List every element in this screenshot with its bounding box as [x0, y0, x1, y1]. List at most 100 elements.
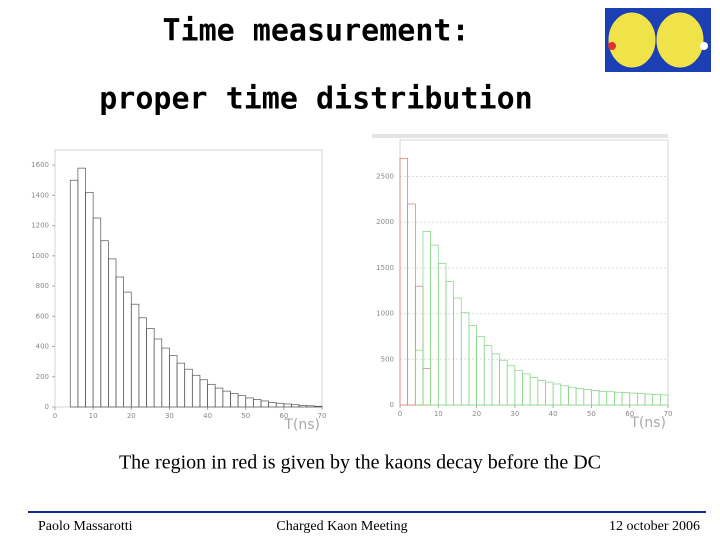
x-tick-label: 60 [279, 412, 288, 420]
histogram-bar [644, 393, 654, 406]
footer-author: Paolo Massarotti [38, 519, 133, 534]
y-tick-label: 600 [36, 312, 49, 320]
histogram-bar [506, 365, 516, 406]
y-tick-label: 1200 [31, 222, 49, 230]
histogram-bar [115, 276, 125, 408]
histogram-bar [184, 368, 193, 408]
plot-frame [54, 149, 323, 408]
histogram-bar [207, 383, 216, 408]
histogram-bar [252, 399, 262, 408]
histogram-bar [652, 394, 661, 406]
histogram-bar [598, 390, 608, 406]
histogram-bar [468, 325, 477, 406]
x-tick-label: 30 [510, 410, 519, 418]
histogram-bar [214, 387, 224, 408]
histogram-bar [430, 244, 439, 406]
histogram-bar [437, 263, 447, 406]
histogram-bar [237, 395, 247, 408]
histogram-bar [191, 374, 201, 408]
histogram-bar [529, 377, 539, 406]
x-tick-label: 40 [203, 412, 212, 420]
histogram-bar [629, 392, 638, 406]
histogram-bar [314, 405, 323, 408]
histogram-bar [560, 385, 569, 406]
y-tick-label: 2000 [376, 218, 394, 226]
x-tick-label: 10 [434, 410, 443, 418]
histogram-bar [108, 258, 117, 408]
x-tick-label: 20 [472, 410, 481, 418]
histogram-bar [545, 381, 554, 406]
histogram-bar [414, 349, 424, 406]
logo-dot [608, 42, 616, 50]
histogram-bar [606, 391, 615, 406]
histogram-bar [568, 386, 577, 406]
logo [605, 8, 711, 72]
logo-dot [700, 42, 708, 50]
histogram-bar [637, 393, 646, 406]
title-line-1: Time measurement: [162, 14, 469, 49]
histogram-bar [499, 359, 508, 406]
histogram-bar [453, 297, 462, 406]
histogram-bar [169, 355, 178, 408]
y-tick-label: 400 [36, 343, 49, 351]
x-tick-label: 30 [165, 412, 174, 420]
histogram-bar [614, 391, 623, 406]
x-axis-label: T(ns) [283, 417, 320, 433]
histogram-bar [275, 402, 285, 408]
histogram-bar [422, 231, 431, 406]
x-tick-label: 10 [89, 412, 98, 420]
histogram-bar [100, 240, 109, 408]
histogram-bar [583, 389, 592, 406]
x-tick-label: 20 [127, 412, 136, 420]
plot-frame [399, 139, 669, 406]
histogram-bar [268, 402, 277, 408]
y-tick-label: 0 [45, 403, 49, 411]
histogram-bar [176, 362, 186, 408]
histogram-bar [92, 217, 102, 408]
histogram-bar [514, 369, 523, 406]
histogram-bar [399, 157, 409, 406]
histogram-bar [575, 388, 585, 406]
x-axis-label: T(ns) [629, 415, 666, 431]
histogram-bar [445, 281, 454, 406]
histogram-bar [483, 345, 493, 406]
histogram-bar [621, 392, 631, 406]
y-tick-label: 500 [381, 355, 394, 363]
x-tick-label: 50 [587, 410, 596, 418]
logo-shape [655, 11, 705, 69]
y-tick-label: 1400 [31, 191, 49, 199]
histogram-bar [491, 353, 500, 406]
x-tick-label: 50 [241, 412, 250, 420]
histogram-bar [414, 285, 424, 406]
histogram-bar [161, 347, 170, 408]
panel-shadow [372, 134, 668, 138]
y-tick-label: 1500 [376, 264, 394, 272]
histogram-bar [245, 397, 254, 408]
x-tick-label: 70 [664, 410, 673, 418]
x-tick-label: 0 [53, 412, 57, 420]
histogram-bar [146, 328, 155, 408]
histogram-bar [138, 317, 147, 408]
y-tick-label: 200 [36, 373, 49, 381]
histogram-bar [199, 379, 208, 408]
x-tick-label: 60 [625, 410, 634, 418]
footer-date: 12 october 2006 [609, 519, 700, 534]
histogram-bar [77, 167, 86, 408]
y-tick-label: 1000 [376, 310, 394, 318]
histogram-bar [659, 394, 669, 406]
histogram-bar [522, 373, 531, 406]
histogram-bar [85, 191, 94, 408]
histogram-bar [130, 303, 140, 408]
histogram-bar [591, 390, 600, 406]
x-tick-label: 70 [318, 412, 327, 420]
histogram-bar [422, 368, 431, 406]
histogram-bar [69, 179, 79, 408]
histogram-bar [153, 338, 163, 408]
histogram-bar [552, 383, 562, 406]
title-line-2: proper time distribution [99, 82, 532, 117]
histogram-bar [222, 390, 231, 408]
y-tick-label: 1600 [31, 161, 49, 169]
x-tick-label: 40 [549, 410, 558, 418]
histogram-bar [537, 379, 546, 406]
